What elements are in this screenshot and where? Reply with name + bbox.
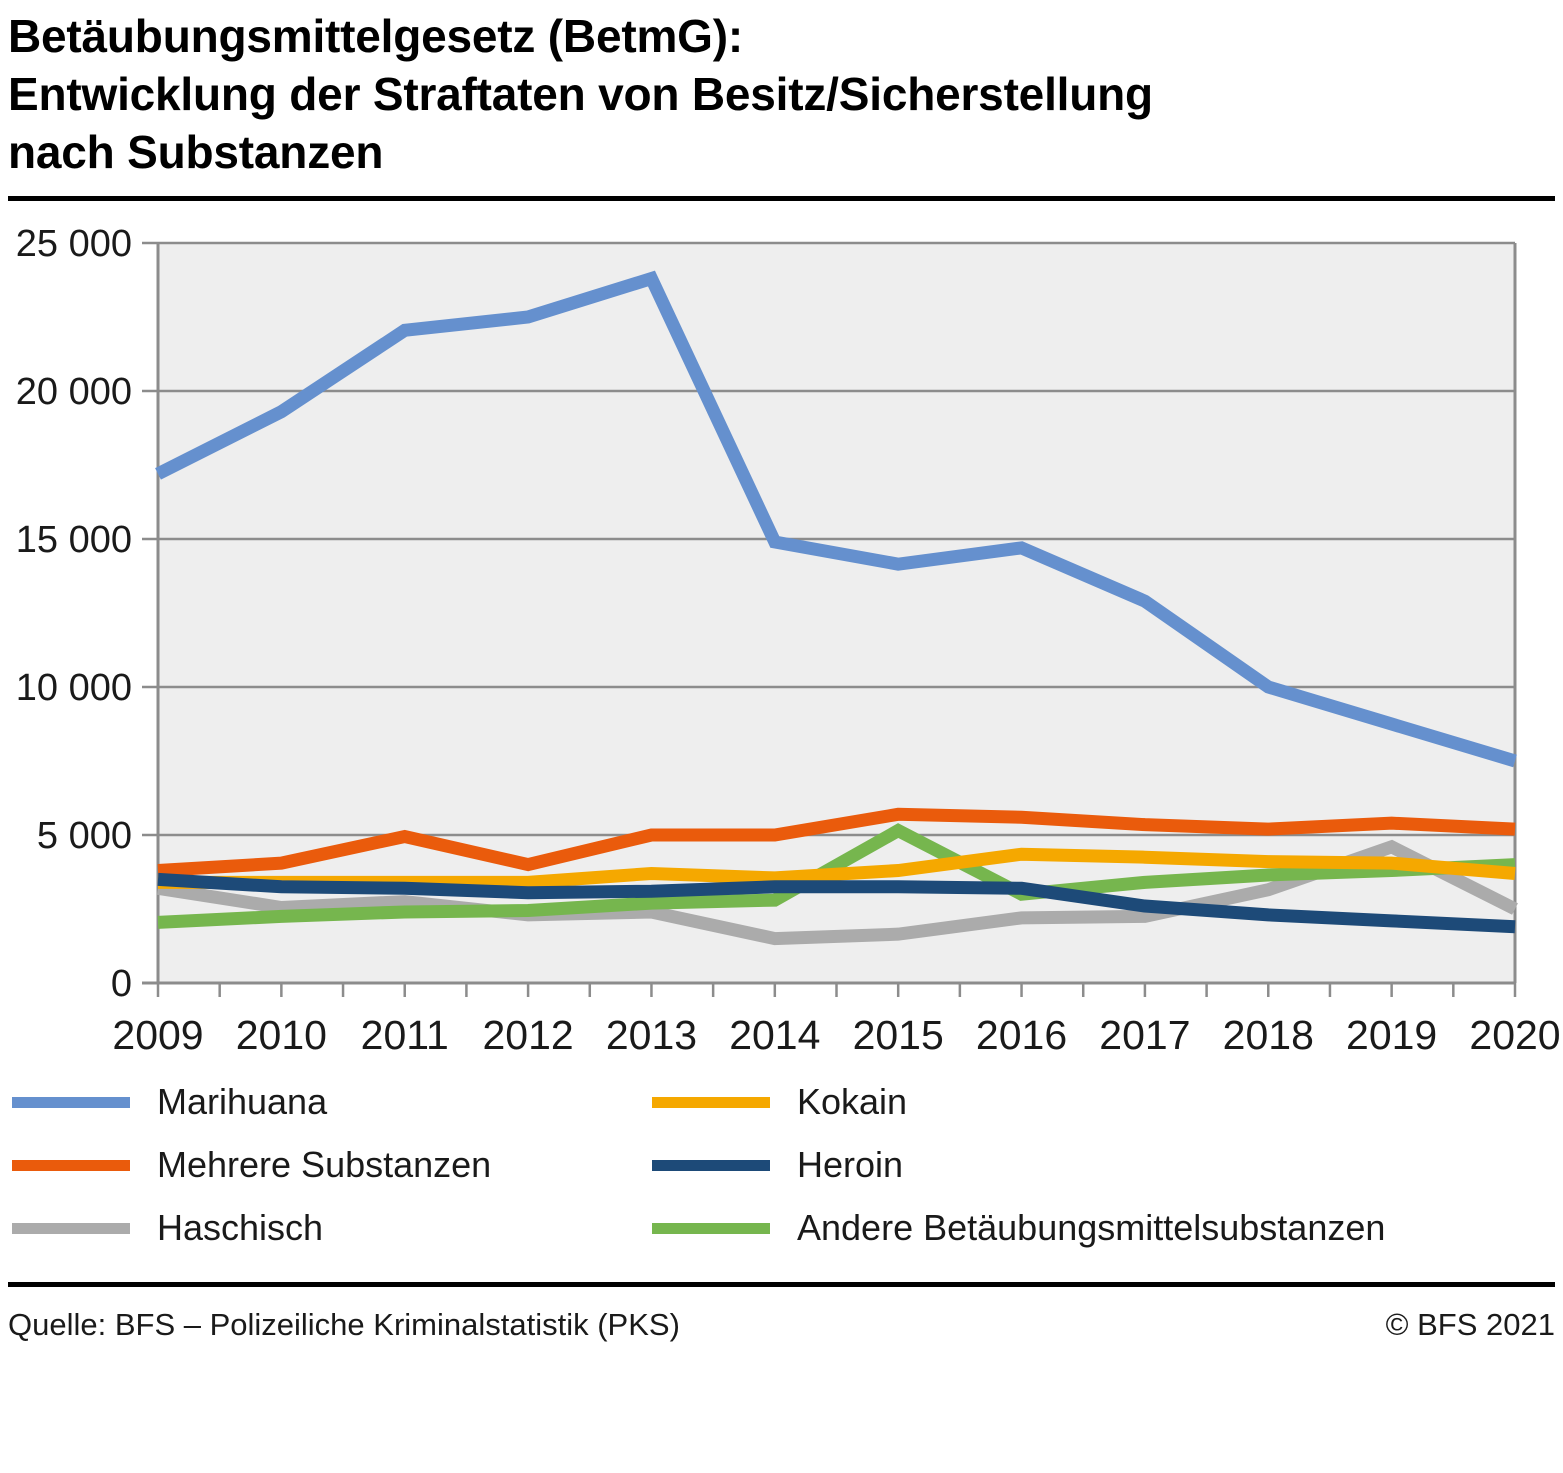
series-line bbox=[156, 839, 1518, 945]
chart-container: 0 5 000 10 000 15 000 20 000 25 000 2009 2010 20… bbox=[0, 217, 1563, 1057]
x-axis-tick-label: 2018 bbox=[1223, 1012, 1314, 1057]
x-axis-tick-label: 2012 bbox=[482, 1012, 573, 1057]
legend-label: Mehrere Substanzen bbox=[157, 1144, 492, 1186]
y-axis-tick-label: 25 000 bbox=[16, 223, 132, 265]
legend-label: Heroin bbox=[797, 1144, 904, 1186]
legend-label: Kokain bbox=[797, 1081, 908, 1123]
series-line bbox=[157, 823, 1516, 929]
legend-item-heroin: Heroin bbox=[648, 1147, 1555, 1183]
y-axis-tick-label: 10 000 bbox=[16, 667, 132, 709]
legend-label: Marihuana bbox=[157, 1081, 328, 1123]
x-axis-tick-label: 2014 bbox=[729, 1012, 820, 1057]
legend-swatch-icon bbox=[652, 1222, 770, 1234]
x-axis-tick-label: 2013 bbox=[606, 1012, 697, 1057]
x-axis-tick-label: 2019 bbox=[1346, 1012, 1437, 1057]
series-line bbox=[157, 807, 1516, 877]
x-axis-tick-label: 2011 bbox=[361, 1012, 449, 1057]
legend-label: Andere Betäubungsmittelsubstanzen bbox=[797, 1207, 1386, 1249]
x-axis-tick-label: 2016 bbox=[976, 1012, 1067, 1057]
legend-item-mehrere-substanzen: Mehrere Substanzen bbox=[8, 1147, 648, 1183]
x-axis-tick-label: 2010 bbox=[236, 1012, 327, 1057]
x-axis-tick-label: 2009 bbox=[112, 1012, 203, 1057]
page-title: Betäubungsmittelgesetz (BetmG): Entwickl… bbox=[0, 0, 1563, 182]
legend-label: Haschisch bbox=[157, 1207, 324, 1249]
legend-item-kokain: Kokain bbox=[648, 1084, 1555, 1120]
series-line bbox=[157, 872, 1516, 934]
legend-swatch-icon bbox=[652, 1096, 770, 1108]
legend-item-haschisch: Haschisch bbox=[8, 1210, 648, 1246]
legend-swatch-icon bbox=[652, 1159, 770, 1171]
legend-swatch-icon bbox=[12, 1096, 130, 1108]
legend-item-andere-betaeubungsmittelsubstanzen: Andere Betäubungsmittelsubstanzen bbox=[648, 1210, 1555, 1246]
title-line-2: Entwicklung der Straftaten von Besitz/Si… bbox=[8, 67, 1153, 120]
title-line-1: Betäubungsmittelgesetz (BetmG): bbox=[8, 10, 743, 62]
y-axis-tick-label: 0 bbox=[111, 963, 132, 1005]
legend-swatch-icon bbox=[12, 1222, 130, 1234]
chart-legend: Marihuana Kokain Mehrere Substanzen Hero… bbox=[8, 1071, 1555, 1260]
x-axis-tick-label: 2017 bbox=[1099, 1012, 1190, 1057]
legend-swatch-icon bbox=[12, 1159, 130, 1171]
x-axis-tick-label: 2015 bbox=[853, 1012, 944, 1057]
line-chart: 0 5 000 10 000 15 000 20 000 25 000 2009 2010 20… bbox=[16, 223, 1561, 1057]
footer: Quelle: BFS – Polizeiliche Kriminalstati… bbox=[8, 1307, 1555, 1343]
x-axis-tick-label: 2020 bbox=[1469, 1012, 1560, 1057]
copyright-note: © BFS 2021 bbox=[1385, 1306, 1555, 1342]
title-divider bbox=[8, 195, 1555, 201]
y-axis-tick-label: 15 000 bbox=[16, 519, 132, 561]
y-axis-tick-label: 20 000 bbox=[16, 371, 132, 413]
legend-item-marihuana: Marihuana bbox=[8, 1084, 648, 1120]
y-axis-tick-label: 5 000 bbox=[37, 815, 132, 857]
title-line-3: nach Substanzen bbox=[8, 125, 384, 178]
source-note: Quelle: BFS – Polizeiliche Kriminalstati… bbox=[8, 1306, 680, 1342]
series-line bbox=[155, 270, 1517, 768]
footer-divider bbox=[8, 1281, 1555, 1287]
